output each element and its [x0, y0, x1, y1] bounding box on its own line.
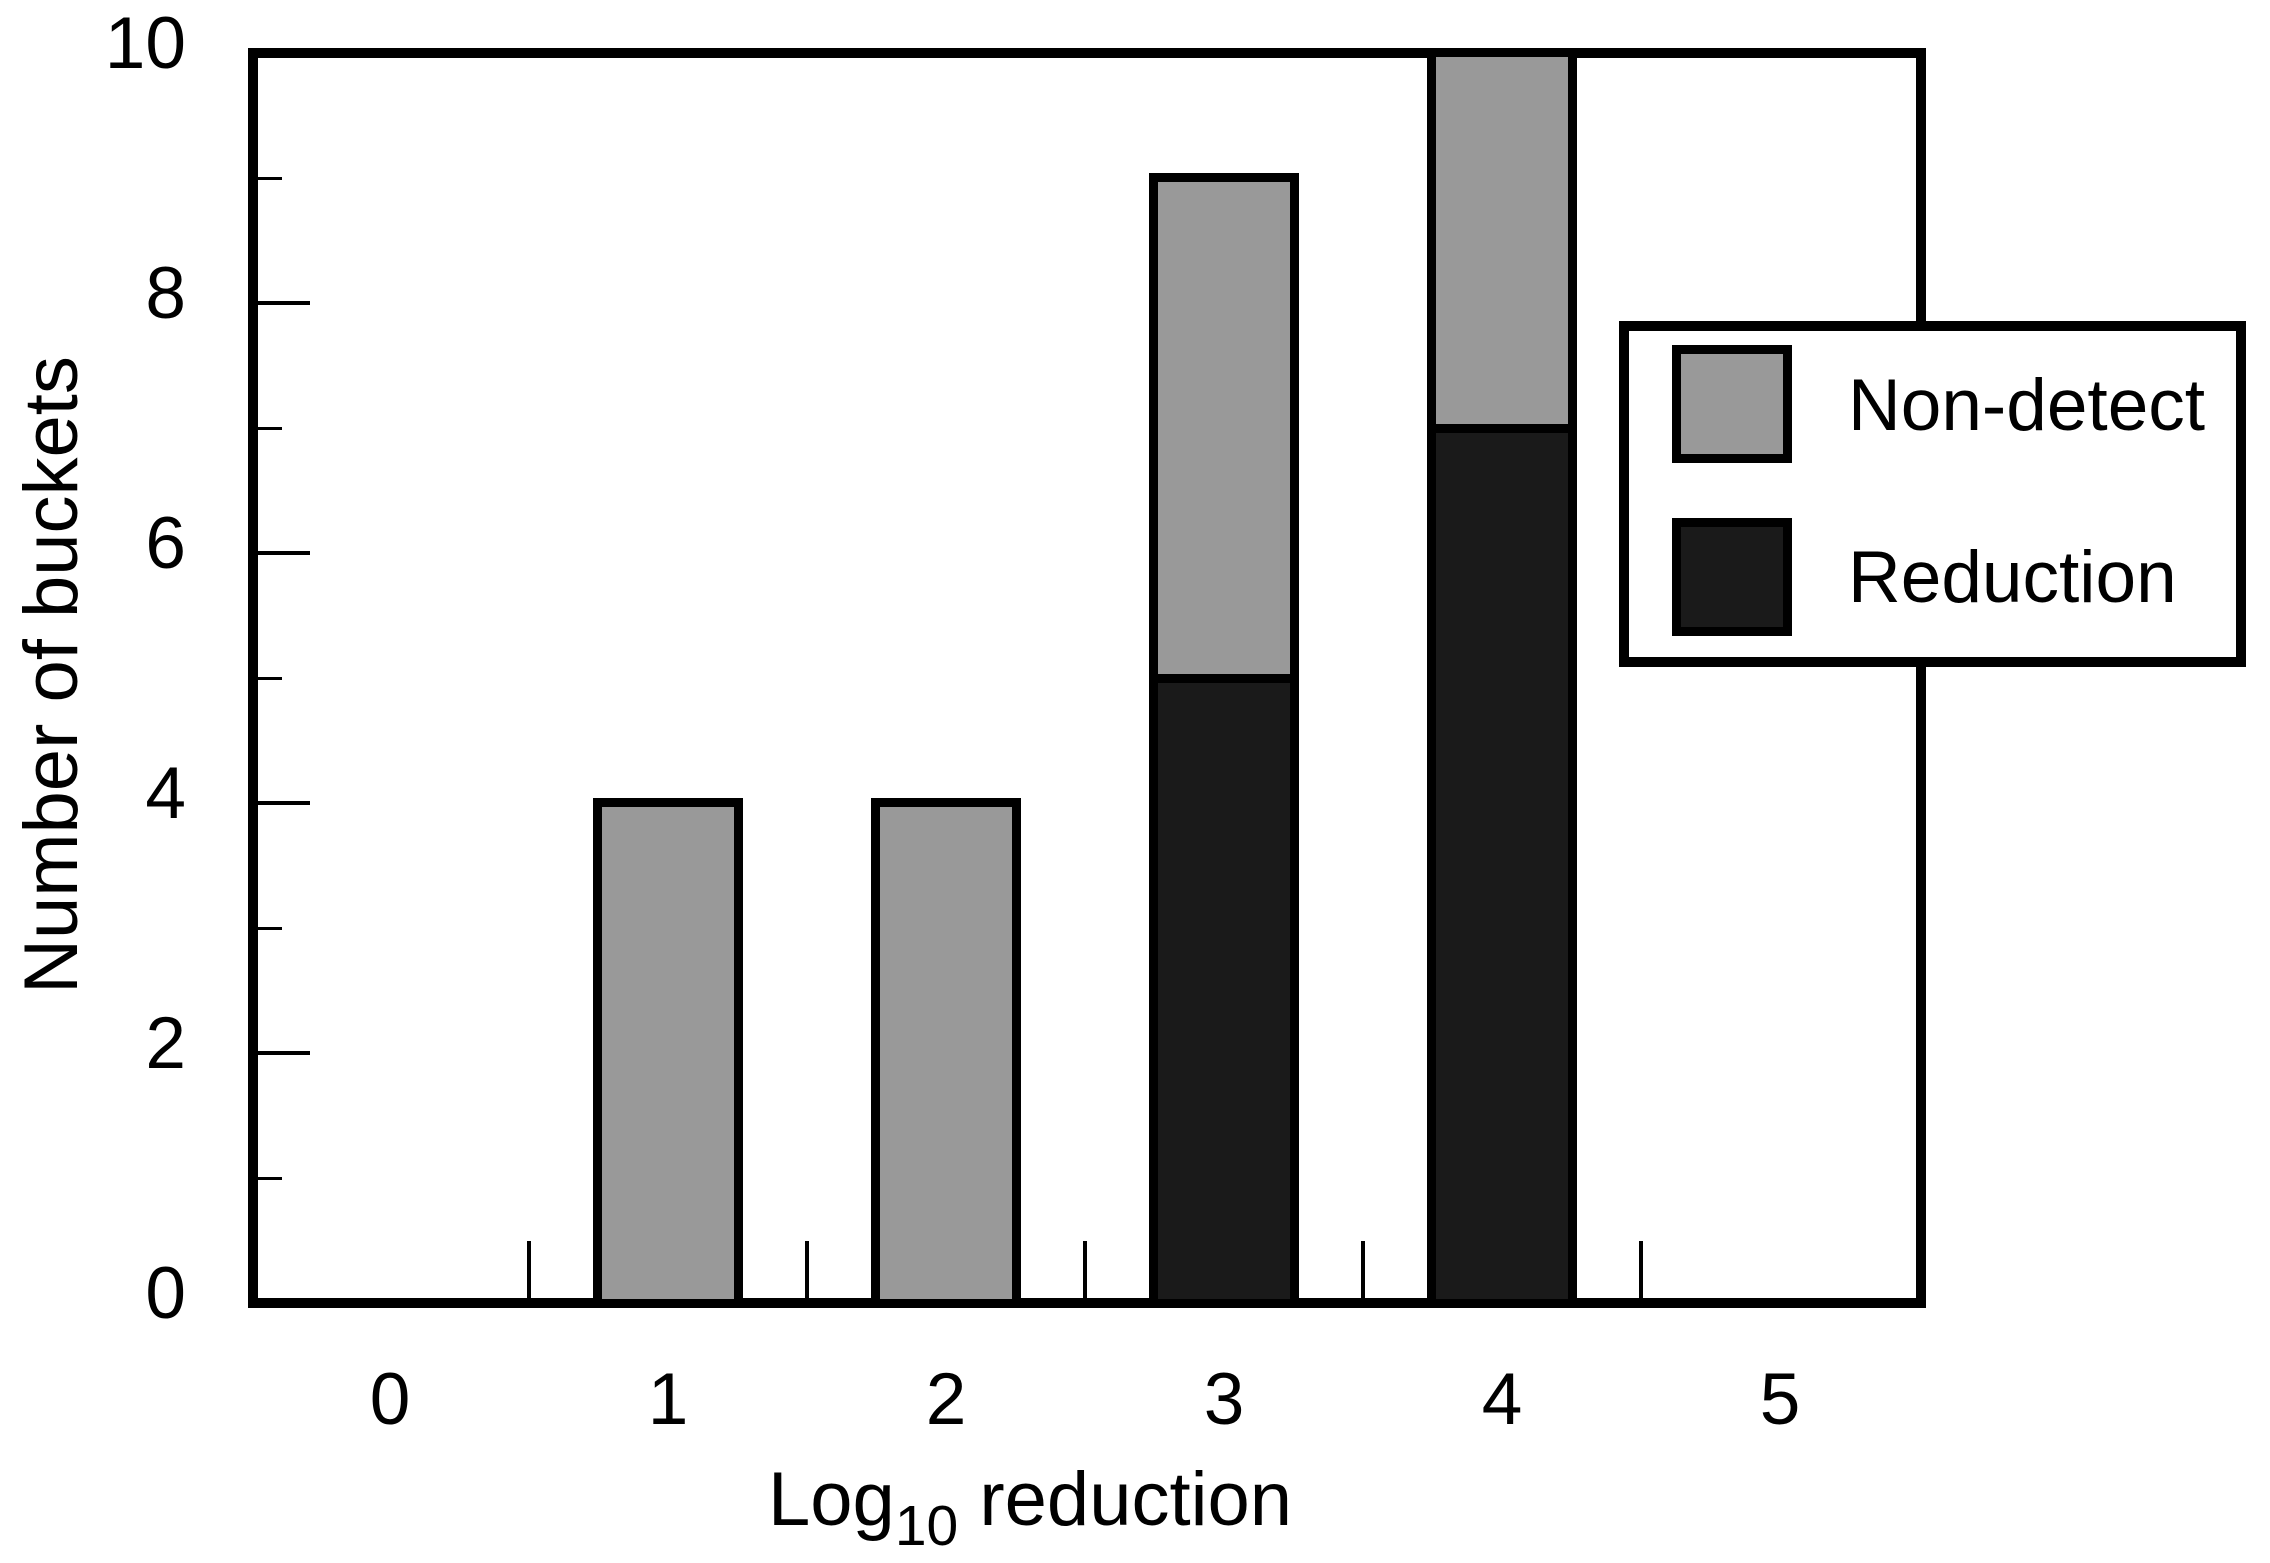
x-tick-label: 2	[925, 1359, 967, 1440]
x-axis-title: Log10 reduction	[430, 1450, 1630, 1558]
x-axis-title-subscript: 10	[894, 1494, 959, 1558]
legend-swatch-non-detect	[1672, 345, 1792, 463]
legend-label-reduction: Reduction	[1848, 537, 2177, 618]
bar-segment-non-detect-x3	[1149, 173, 1299, 683]
x-tick-mark	[1361, 1241, 1365, 1298]
y-tick-label: 4	[145, 753, 186, 834]
bar-segment-non-detect-x4	[1427, 48, 1577, 433]
x-tick-label: 0	[369, 1359, 411, 1440]
y-major-tick	[258, 551, 310, 555]
y-major-tick	[258, 1051, 310, 1055]
y-minor-tick	[258, 677, 282, 680]
y-axis-title: Number of buckets	[9, 356, 94, 994]
x-tick-label: 4	[1481, 1359, 1523, 1440]
y-tick-label: 8	[145, 253, 186, 334]
y-minor-tick	[258, 927, 282, 930]
x-tick-mark	[1639, 1241, 1643, 1298]
bar-segment-non-detect-x2	[871, 798, 1021, 1308]
y-tick-label: 0	[145, 1253, 186, 1334]
y-tick-label: 6	[145, 503, 186, 584]
bar-segment-reduction-x3	[1149, 673, 1299, 1308]
x-tick-mark	[805, 1241, 809, 1298]
y-minor-tick	[258, 1177, 282, 1180]
y-tick-label: 10	[104, 3, 186, 84]
y-major-tick	[258, 301, 310, 305]
bar-segment-reduction-x4	[1427, 423, 1577, 1308]
y-major-tick	[258, 801, 310, 805]
x-axis-title-suffix: reduction	[979, 1457, 1292, 1542]
x-tick-label: 5	[1759, 1359, 1801, 1440]
x-tick-label: 3	[1203, 1359, 1245, 1440]
legend-swatch-reduction	[1672, 518, 1792, 636]
y-tick-label: 2	[145, 1003, 186, 1084]
legend-label-non-detect: Non-detect	[1848, 365, 2206, 446]
y-minor-tick	[258, 177, 282, 180]
plot-frame	[248, 48, 1926, 1308]
y-minor-tick	[258, 427, 282, 430]
x-tick-mark	[1083, 1241, 1087, 1298]
x-tick-mark	[527, 1241, 531, 1298]
legend: Non-detect Reduction	[1619, 321, 2246, 667]
x-axis-title-prefix: Log	[768, 1457, 895, 1542]
x-tick-label: 1	[647, 1359, 689, 1440]
bar-segment-non-detect-x1	[593, 798, 743, 1308]
